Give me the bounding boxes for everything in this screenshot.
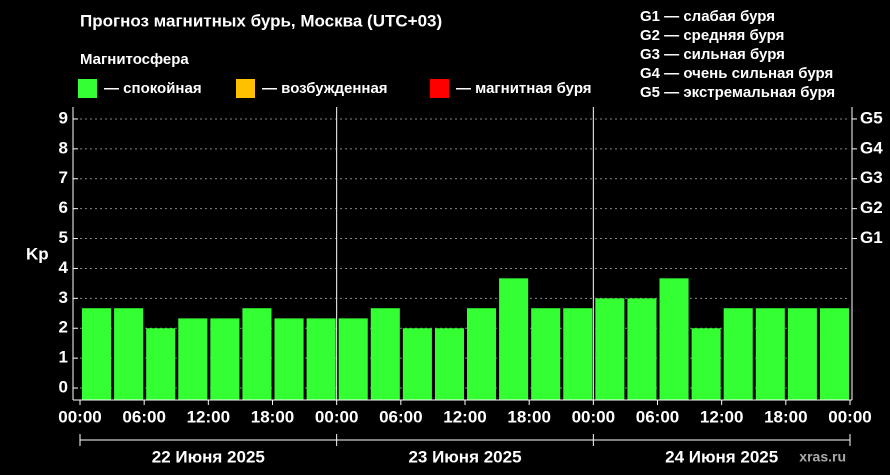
legend-label: — возбужденная [262,80,388,97]
y-tick-label: 5 [59,228,68,247]
bar [659,278,689,400]
y-tick-label: 8 [59,138,68,157]
x-tick-label: 00:00 [572,407,615,426]
legend-swatch [78,79,97,98]
x-tick-label: 12:00 [187,407,230,426]
scale-note: G2 — средняя буря [640,27,784,44]
bar [274,318,304,400]
legend-swatch [236,79,255,98]
y2-tick-label: G5 [860,108,883,127]
bar [819,308,849,400]
legend-title: Магнитосфера [80,51,189,68]
y2-tick-label: G1 [860,228,883,247]
legend-label: — спокойная [104,80,202,97]
x-tick-label: 12:00 [443,407,486,426]
x-tick-label: 00:00 [58,407,101,426]
y-axis-label: Kp [26,244,49,263]
scale-note: G4 — очень сильная буря [640,65,833,82]
x-tick-label: 06:00 [122,407,165,426]
bar [467,308,497,400]
y2-tick-label: G4 [860,138,883,157]
y-tick-label: 9 [59,108,68,127]
scale-note: G3 — сильная буря [640,46,785,63]
x-tick-label: 00:00 [828,407,871,426]
legend-swatch [430,79,449,98]
x-tick-label: 18:00 [507,407,550,426]
bar [402,328,432,400]
bar [434,328,464,400]
y-tick-label: 4 [59,258,69,277]
bar [370,308,400,400]
bar [114,308,144,400]
bar [178,318,208,400]
bar [82,308,112,400]
bar [787,308,817,400]
y-tick-label: 1 [59,348,68,367]
y-tick-label: 7 [59,168,68,187]
x-tick-label: 06:00 [379,407,422,426]
y-tick-label: 3 [59,288,68,307]
y-tick-label: 0 [59,378,68,397]
day-label: 24 Июня 2025 [665,447,778,466]
bar [146,328,176,400]
y-tick-label: 6 [59,198,68,217]
bar [627,298,657,400]
y-tick-label: 2 [59,318,68,337]
day-label: 22 Июня 2025 [152,447,265,466]
x-tick-label: 00:00 [315,407,358,426]
bar [210,318,240,400]
bar [723,308,753,400]
bar [499,278,529,400]
x-tick-label: 18:00 [251,407,294,426]
scale-note: G1 — слабая буря [640,8,775,25]
watermark: xras.ru [799,449,846,465]
chart-title: Прогноз магнитных бурь, Москва (UTC+03) [80,11,442,30]
bar [691,328,721,400]
scale-note: G5 — экстремальная буря [640,84,835,101]
y2-tick-label: G2 [860,198,883,217]
bar [338,318,368,400]
bar [755,308,785,400]
x-tick-label: 12:00 [700,407,743,426]
bar [595,298,625,400]
y2-tick-label: G3 [860,168,883,187]
x-tick-label: 06:00 [636,407,679,426]
bar [563,308,593,400]
bar [531,308,561,400]
x-tick-label: 18:00 [764,407,807,426]
legend-label: — магнитная буря [456,80,592,97]
bar [242,308,272,400]
day-label: 23 Июня 2025 [408,447,521,466]
bar [306,318,336,400]
